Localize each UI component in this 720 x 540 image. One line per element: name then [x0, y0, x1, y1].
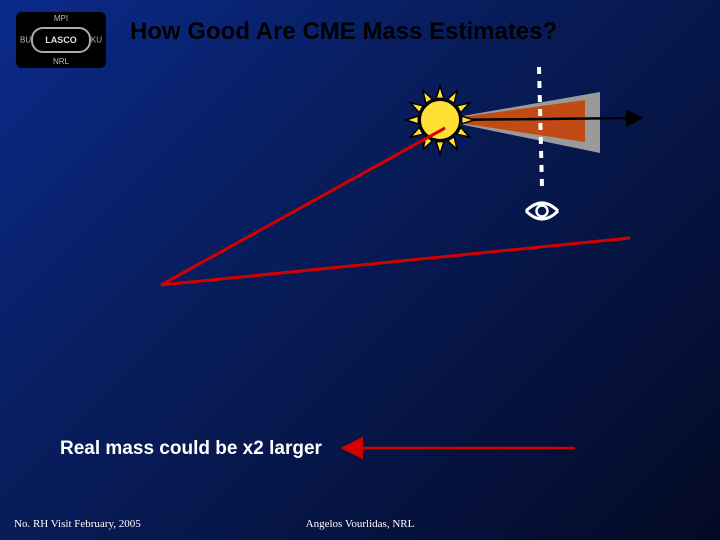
logo-right: KU: [91, 36, 102, 45]
logo-bottom: NRL: [16, 57, 106, 66]
slide: MPI LASCO NRL BU KU How Good Are CME Mas…: [0, 0, 720, 540]
logo-left: BU: [20, 36, 31, 45]
eye-icon: [526, 203, 558, 219]
dashed-line: [539, 67, 542, 188]
logo-top: MPI: [16, 14, 106, 23]
cone-grey: [440, 92, 600, 153]
subtitle: Real mass could be x2 larger: [60, 438, 322, 460]
sun-icon: [406, 86, 474, 154]
footer-center: Angelos Vourlidas, NRL: [0, 518, 720, 530]
red-line-upper: [161, 128, 445, 285]
red-line-lower: [161, 238, 630, 285]
page-title: How Good Are CME Mass Estimates?: [130, 18, 700, 46]
cone-orange: [440, 100, 585, 142]
logo-mid: LASCO: [31, 27, 91, 53]
logo: MPI LASCO NRL BU KU: [16, 12, 106, 68]
arrow-black-line: [440, 118, 640, 120]
